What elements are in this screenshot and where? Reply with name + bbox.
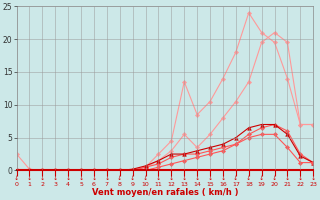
X-axis label: Vent moyen/en rafales ( km/h ): Vent moyen/en rafales ( km/h ) bbox=[92, 188, 238, 197]
